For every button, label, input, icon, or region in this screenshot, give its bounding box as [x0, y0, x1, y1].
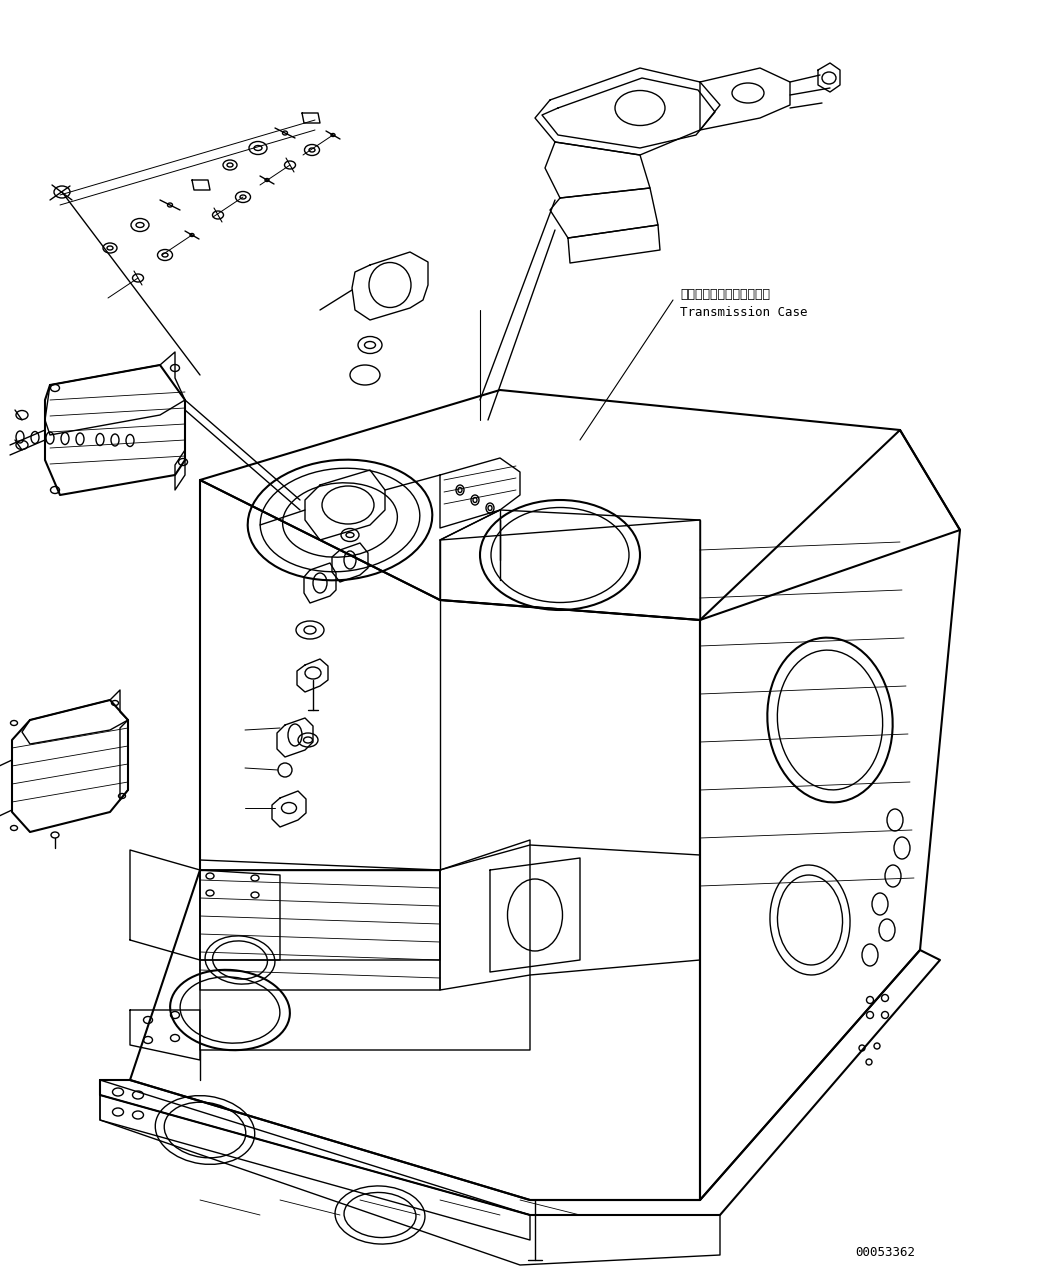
Text: 00053362: 00053362	[855, 1245, 915, 1259]
Text: トランスミッションケース: トランスミッションケース	[680, 289, 770, 301]
Text: Transmission Case: Transmission Case	[680, 305, 808, 318]
